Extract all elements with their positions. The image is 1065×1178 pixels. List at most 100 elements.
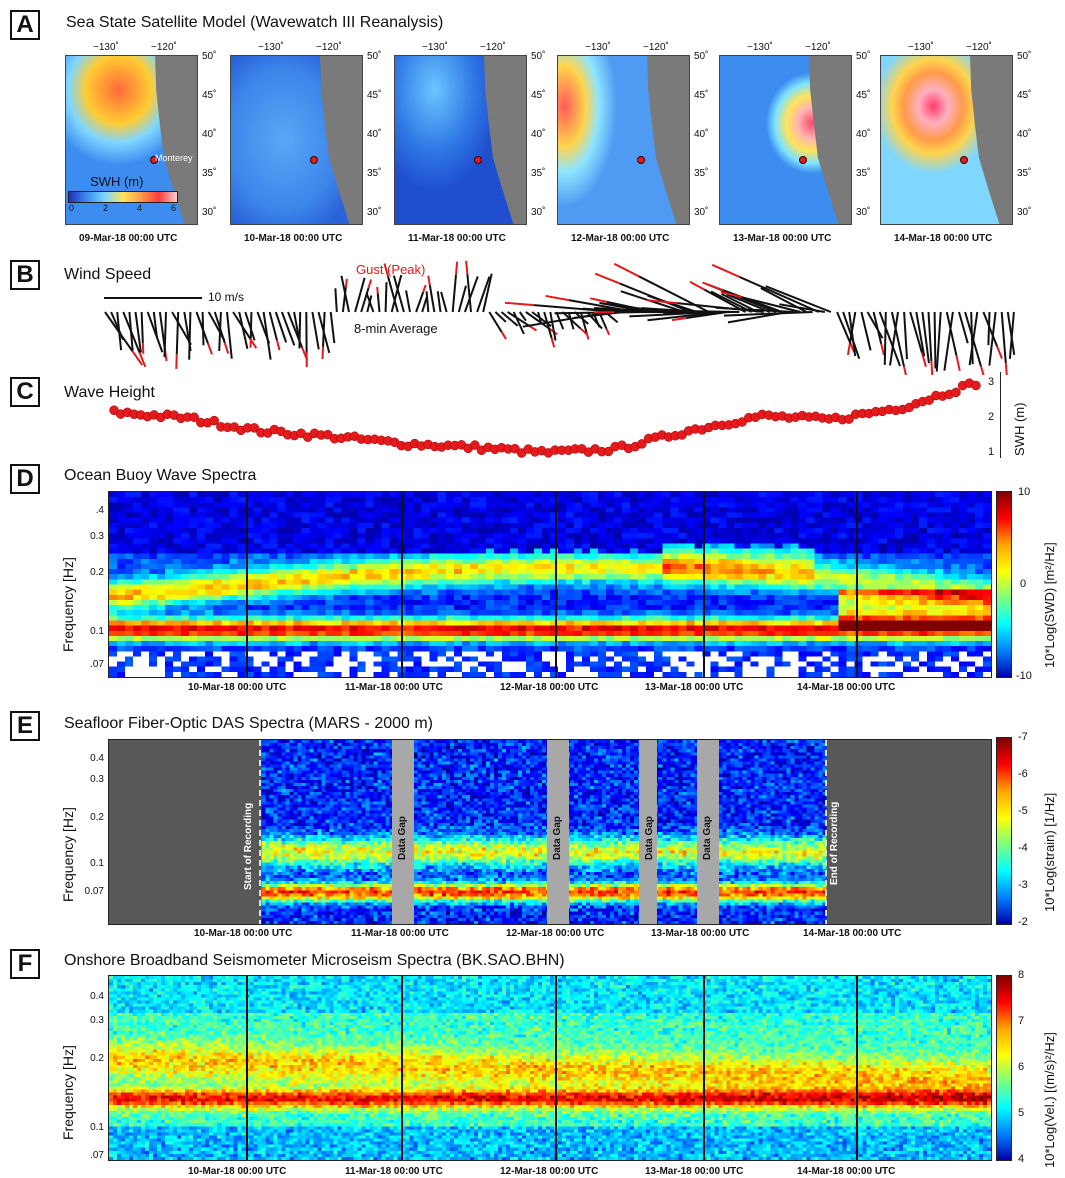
wind-vector (500, 311, 519, 327)
gust-vector (422, 284, 427, 293)
wind-vector (274, 311, 288, 343)
gust-vector (528, 324, 538, 332)
gust-vector (711, 263, 741, 278)
wind-vector (163, 311, 167, 358)
map-date: 12-Mar-18 00:00 UTC (571, 233, 670, 244)
wind-vector (134, 311, 142, 353)
swh-axis (1000, 372, 1001, 458)
wind-vector (987, 311, 991, 346)
lat-label: 40˚ (367, 129, 382, 140)
buoy-cbar-tick: 10 (1018, 486, 1031, 498)
seismometer-spectrogram (108, 975, 992, 1161)
lon-label: −130˚ (93, 42, 119, 53)
wind-vector (365, 292, 375, 313)
lon-label: −120˚ (480, 42, 506, 53)
lat-label: 50˚ (856, 51, 871, 62)
wind-vector (878, 311, 901, 367)
das-spectrogram: Data Gap Data Gap Data Gap Data Gap Start of… (108, 739, 992, 925)
gust-vector (207, 343, 213, 355)
day-divider (400, 492, 403, 677)
wind-scale-bar (104, 297, 202, 299)
buoy-ytick: .07 (90, 659, 104, 670)
wind-vector (354, 277, 366, 313)
wind-vector (249, 311, 253, 339)
lat-label: 50˚ (367, 51, 382, 62)
wind-vector (537, 311, 542, 323)
buoy-ytick: 0.1 (90, 626, 104, 637)
lat-label: 40˚ (531, 129, 546, 140)
das-ytick: 0.07 (84, 886, 104, 897)
swh-point (470, 440, 480, 450)
lon-label: −120˚ (316, 42, 342, 53)
panel-d-title: Ocean Buoy Wave Spectra (64, 467, 257, 484)
wind-vector (507, 311, 530, 327)
wind-vector (1008, 311, 1015, 359)
gust-vector (930, 360, 934, 375)
avg-label: 8-min Average (354, 321, 438, 336)
wind-vector (723, 311, 813, 317)
wind-vectors (104, 260, 1016, 375)
date-tick-label: 11-Mar-18 00:00 UTC (345, 1166, 443, 1177)
panel-c-title: Wave Height (64, 384, 155, 401)
gust-label: Gust (Peak) (356, 262, 426, 277)
wind-vector (549, 311, 557, 341)
wind-vector (722, 289, 783, 313)
spectrogram-image (109, 976, 991, 1160)
wind-vector (726, 293, 771, 313)
gust-vector (223, 342, 230, 354)
wind-vector (322, 311, 326, 347)
wind-vector (366, 295, 373, 313)
date-tick-label: 10-Mar-18 00:00 UTC (188, 682, 287, 693)
map-date: 11-Mar-18 00:00 UTC (408, 233, 506, 244)
buoy-ytick: .4 (95, 505, 104, 516)
lat-label: 50˚ (1017, 51, 1032, 62)
wind-vector (883, 311, 887, 365)
start-of-recording-line (259, 740, 262, 924)
swh-point (637, 439, 647, 449)
monterey-marker (960, 156, 968, 164)
monterey-marker (150, 156, 158, 164)
wind-vector (280, 311, 296, 346)
date-tick-label: 13-Mar-18 00:00 UTC (645, 1166, 744, 1177)
buoy-cbar-tick: -10 (1016, 670, 1032, 682)
lat-label: 35˚ (202, 168, 217, 179)
das-colorbar (996, 737, 1012, 925)
wind-vector (921, 311, 930, 364)
start-label: Start of Recording (243, 802, 255, 890)
wind-vector (779, 303, 825, 313)
gust-vector (846, 343, 851, 356)
lat-label: 50˚ (202, 51, 217, 62)
lat-label: 40˚ (202, 129, 217, 140)
wind-vector (518, 311, 527, 322)
wind-vector (466, 274, 472, 313)
wind-vector (654, 309, 740, 313)
wind-vector (392, 275, 405, 313)
swh-point (971, 380, 981, 391)
seis-cbar-tick: 6 (1018, 1061, 1025, 1073)
wind-vector (982, 311, 999, 347)
wind-vector (1000, 311, 1007, 364)
wind-vector (440, 291, 448, 313)
day-divider (555, 492, 558, 677)
day-divider (400, 976, 403, 1160)
seis-ytick: 0.2 (90, 1053, 104, 1064)
wind-scale-label: 10 m/s (208, 290, 245, 304)
wind-vector (421, 297, 428, 313)
panel-c-letter: C (10, 377, 40, 407)
data-gap (639, 740, 658, 924)
lat-label: 45˚ (1017, 90, 1032, 101)
wind-vector (482, 273, 493, 313)
swh-map (557, 55, 690, 225)
wind-vector (334, 288, 338, 313)
wind-vector (488, 311, 503, 333)
wind-vector (933, 311, 937, 369)
wind-vector (943, 311, 954, 371)
gust-vector (427, 275, 431, 286)
wind-vector (836, 311, 851, 343)
lon-label: −130˚ (585, 42, 611, 53)
gust-vector (465, 260, 469, 275)
wind-vector (457, 285, 467, 313)
das-cbar-label: 10*Log(strain) [1/Hz] (1042, 792, 1057, 912)
gust-vector (550, 337, 556, 348)
swh-point (249, 423, 260, 433)
